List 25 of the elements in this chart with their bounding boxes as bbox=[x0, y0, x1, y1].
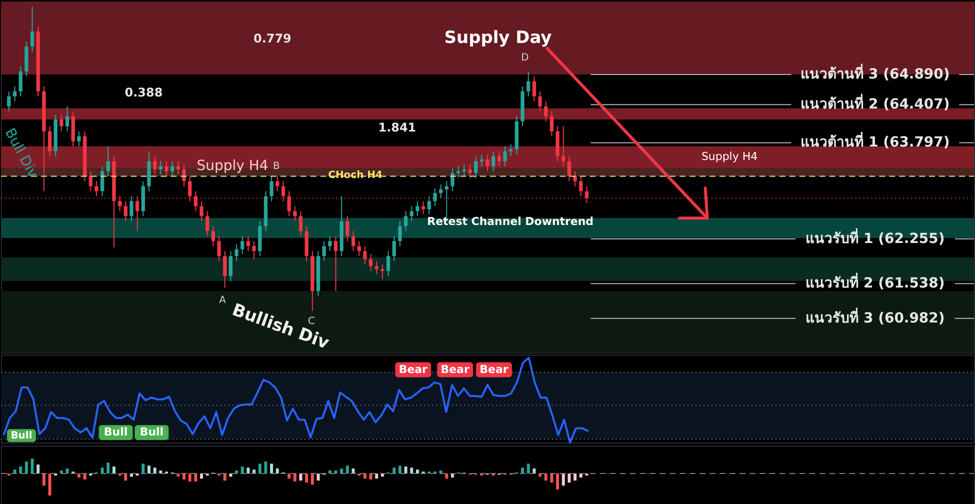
ref-line-label: แนวรับที่ 3 (60.982) bbox=[806, 307, 945, 326]
annotation: Bull Div bbox=[1, 126, 41, 181]
annotation: D bbox=[521, 52, 530, 64]
ref-line-label: แนวรับที่ 1 (62.255) bbox=[806, 228, 945, 247]
band-label: Supply H4 bbox=[196, 158, 268, 174]
annotation: 1.841 bbox=[378, 120, 416, 134]
annotation: Bull bbox=[140, 426, 164, 439]
band-label: Supply Day bbox=[444, 27, 552, 48]
ref-line-label: แนวรับที่ 2 (61.538) bbox=[806, 272, 945, 292]
ref-line-label: แนวต้านที่ 2 (64.407) bbox=[800, 94, 950, 113]
annotation: A bbox=[219, 294, 226, 306]
annotation: 0.388 bbox=[124, 85, 163, 100]
band-label: Retest Channel Downtrend bbox=[427, 215, 594, 228]
annotation: B bbox=[273, 161, 280, 172]
ref-line-label: CHoch H4 bbox=[328, 170, 382, 182]
annotation: Bear bbox=[440, 362, 470, 376]
annotation: C bbox=[308, 316, 315, 327]
annotation: Bull bbox=[10, 430, 32, 442]
annotation: Bear bbox=[480, 362, 509, 376]
ref-line-label: แนวต้านที่ 1 (63.797) bbox=[800, 132, 950, 151]
annotation: Bear bbox=[398, 362, 428, 376]
annotation: 0.779 bbox=[254, 31, 292, 46]
annotation: Bull bbox=[104, 426, 128, 439]
ref-line-label: แนวต้านที่ 3 (64.890) bbox=[800, 64, 950, 83]
band-label: Supply H4 bbox=[701, 150, 758, 164]
